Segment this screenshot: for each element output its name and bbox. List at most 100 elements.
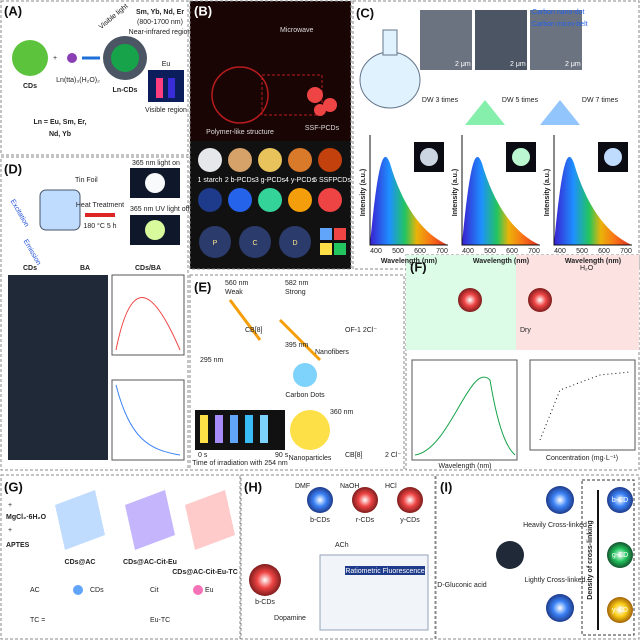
legend-label: CDs xyxy=(90,587,104,594)
spectrum-plot xyxy=(411,359,518,461)
axis-label: Wavelength (nm) xyxy=(473,258,529,265)
label: CB[8] xyxy=(345,452,363,459)
label: Visible light xyxy=(98,3,130,31)
legend-label: :Carbon nano-dot xyxy=(530,9,585,16)
ln-complex xyxy=(67,53,77,63)
label: Ln(tta)₃(H₂O)₂ xyxy=(56,77,100,84)
label: BA xyxy=(80,265,90,272)
label: Heavily Cross-linked xyxy=(523,522,587,529)
label: DW 7 times xyxy=(582,97,619,104)
beaker xyxy=(39,189,81,231)
label: Nanofibers xyxy=(315,349,349,356)
label: C xyxy=(252,240,257,247)
label: Eu xyxy=(162,61,171,68)
scale-bar: 2 μm xyxy=(510,61,526,68)
label: 1 starch xyxy=(198,177,223,184)
panel-i: (I) D-Gluconic acid Heavily Cross-linked… xyxy=(435,474,640,640)
label: 295 nm xyxy=(200,357,224,364)
label: CDs@AC-Cit-Eu xyxy=(123,559,177,566)
label: Ratiometric Fluorescence xyxy=(345,568,424,575)
label: CDs@AC-Cit-Eu-TC xyxy=(172,569,238,576)
label: TC = xyxy=(30,617,45,624)
spectrum xyxy=(554,156,632,245)
panel-label: (E) xyxy=(194,279,211,294)
panel-e: (E) 560 nm Weak 582 nm Strong CB[8] 395 … xyxy=(189,274,405,471)
axis-label: Wavelength (nm) xyxy=(438,463,491,470)
label: Lightly Cross-linked xyxy=(524,577,585,584)
axis-label: Wavelength (nm) xyxy=(381,258,437,265)
label: 5 SSFPCDs xyxy=(313,177,351,184)
label: r-CDs xyxy=(356,517,375,524)
x-tick-label: 400 xyxy=(370,248,382,255)
legend-label: AC xyxy=(30,587,40,594)
sem-image xyxy=(530,10,582,70)
label: + xyxy=(8,502,12,509)
axis-label: Concentration (mg·L⁻¹) xyxy=(546,455,618,462)
ac-sheet xyxy=(55,490,105,550)
x-tick-label: 600 xyxy=(414,248,426,255)
x-tick-label: 700 xyxy=(620,248,632,255)
label: CDs xyxy=(23,265,37,272)
scale-bar: 2 μm xyxy=(455,61,471,68)
label: g-CD xyxy=(612,552,628,559)
panel-label: (A) xyxy=(4,3,22,18)
label: 2 Cl⁻ xyxy=(385,452,401,459)
panel-h: (H) DMF NaOH HCl b-CDs r-CDs y-CDs b-CDs… xyxy=(240,474,436,640)
label: 180 °C 5 h xyxy=(83,222,116,230)
label: y-CD xyxy=(612,607,628,614)
axis-label: Intensity (a.u.) xyxy=(452,169,459,216)
sem-image xyxy=(420,10,472,70)
x-tick-label: 500 xyxy=(392,248,404,255)
label: 582 nm xyxy=(285,280,309,287)
label: ACh xyxy=(335,542,349,549)
panel-label: (H) xyxy=(244,479,262,494)
label: Near-infrared region xyxy=(129,29,192,36)
cuvette-photo xyxy=(148,70,184,102)
carbon-dot xyxy=(293,363,317,387)
label: Eu-TC xyxy=(150,617,170,624)
x-tick-label: 400 xyxy=(554,248,566,255)
label: 365 nm light on xyxy=(132,160,180,167)
cd-sphere xyxy=(12,40,48,76)
label: Density of cross-linking xyxy=(587,520,594,599)
label: b-CD xyxy=(612,497,628,504)
label: Excitation xyxy=(9,198,30,228)
label: 4 y-PCDs xyxy=(285,177,315,184)
label: b-CDs xyxy=(255,599,275,606)
panel-label: (F) xyxy=(410,259,427,274)
inset-glow xyxy=(512,148,530,166)
label: SSF-PCDs xyxy=(305,125,340,132)
flask xyxy=(359,51,421,109)
inset-glow xyxy=(604,148,622,166)
axis xyxy=(461,135,540,246)
label: D-Gluconic acid xyxy=(437,582,487,589)
inset-glow xyxy=(420,148,438,166)
vial-photo xyxy=(195,410,285,450)
panel-label: (C) xyxy=(356,5,374,20)
label: Ln-CDs xyxy=(113,87,138,94)
label: Dry xyxy=(520,327,531,334)
label: Emission xyxy=(22,238,42,266)
label: Ln = Eu, Sm, Er, xyxy=(33,119,86,126)
calibration-plot xyxy=(529,359,636,451)
label: H₂O xyxy=(580,265,594,272)
polymer-sphere xyxy=(211,66,269,124)
label: Visible region xyxy=(145,107,187,114)
scale-bar: 2 μm xyxy=(565,61,581,68)
label: DW 5 times xyxy=(502,97,539,104)
axis xyxy=(553,135,632,246)
label: Sm, Yb, Nd, Er xyxy=(136,9,184,16)
label: DW 3 times xyxy=(422,97,459,104)
label: CDs xyxy=(23,83,37,90)
x-tick-label: 500 xyxy=(484,248,496,255)
x-tick-label: 600 xyxy=(506,248,518,255)
legend-label: :Carbon micro-belt xyxy=(530,21,588,28)
label: (800-1700 nm) xyxy=(137,19,183,26)
legend-label: Cit xyxy=(150,587,159,594)
axis-label: Intensity (a.u.) xyxy=(360,169,367,216)
label: NaOH xyxy=(340,483,359,490)
label: MgCl₂·6H₂O xyxy=(6,514,47,521)
x-tick-label: 700 xyxy=(528,248,540,255)
panel-label: (B) xyxy=(194,3,212,18)
panel-label: (D) xyxy=(4,161,22,176)
